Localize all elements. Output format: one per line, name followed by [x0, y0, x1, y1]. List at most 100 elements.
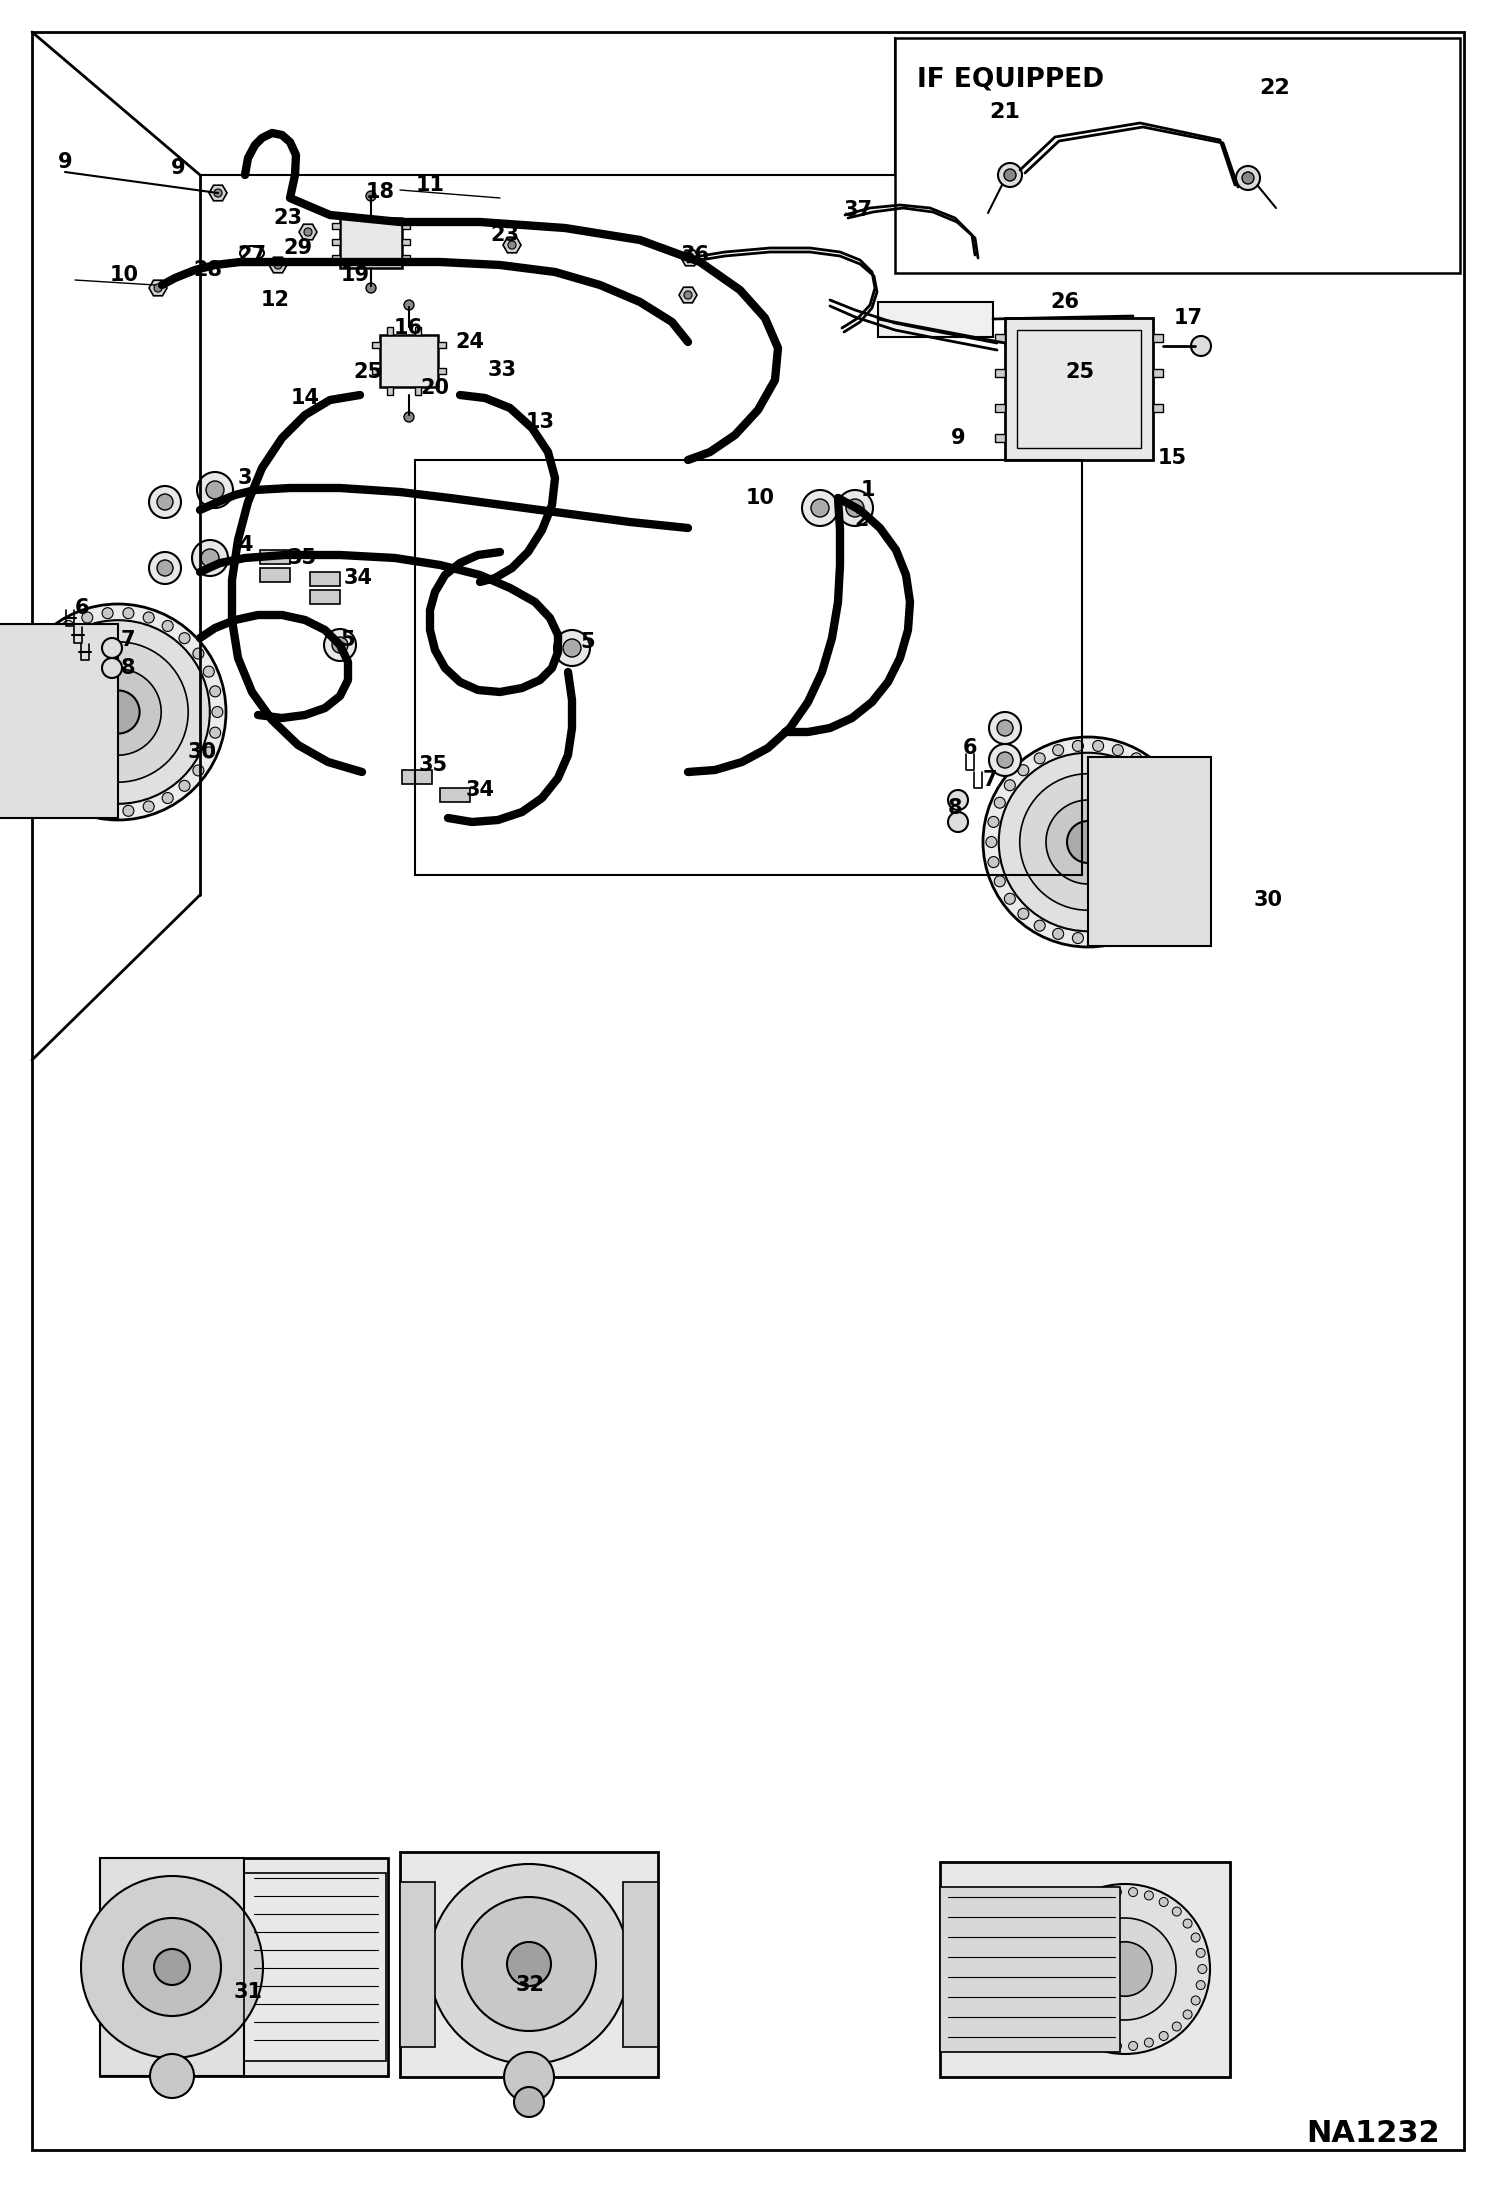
- Text: 32: 32: [515, 1976, 544, 1996]
- Circle shape: [1191, 1932, 1200, 1943]
- Text: 34: 34: [343, 568, 373, 588]
- Bar: [401, 770, 431, 785]
- Circle shape: [1191, 336, 1210, 355]
- Circle shape: [162, 792, 174, 803]
- Circle shape: [1050, 1932, 1059, 1943]
- Text: 9: 9: [951, 428, 965, 447]
- Text: 8: 8: [121, 658, 135, 678]
- Bar: [100, 1857, 388, 2077]
- Circle shape: [1131, 921, 1141, 932]
- Circle shape: [810, 500, 828, 518]
- Circle shape: [983, 737, 1192, 947]
- Text: 6: 6: [75, 599, 90, 618]
- Bar: [1153, 368, 1162, 377]
- Circle shape: [15, 728, 27, 739]
- Circle shape: [1147, 908, 1158, 919]
- Text: 34: 34: [466, 781, 494, 800]
- Circle shape: [10, 603, 226, 820]
- Circle shape: [82, 612, 93, 623]
- Circle shape: [144, 612, 154, 623]
- Circle shape: [148, 487, 181, 518]
- Circle shape: [123, 607, 133, 618]
- Bar: [310, 590, 340, 603]
- Text: 23: 23: [490, 226, 520, 246]
- Circle shape: [1073, 932, 1083, 943]
- Circle shape: [48, 643, 189, 783]
- Circle shape: [1004, 893, 1016, 904]
- Text: 15: 15: [1158, 447, 1186, 467]
- Text: 14: 14: [291, 388, 319, 408]
- Bar: [623, 1882, 658, 2046]
- Text: 19: 19: [340, 265, 370, 285]
- Bar: [400, 1882, 434, 2046]
- Circle shape: [1073, 741, 1083, 752]
- Bar: [415, 327, 421, 336]
- Bar: [878, 303, 993, 338]
- Text: 9: 9: [58, 151, 72, 171]
- Circle shape: [1044, 1947, 1053, 1958]
- Text: 7: 7: [983, 770, 998, 789]
- Bar: [261, 568, 291, 581]
- Circle shape: [1053, 746, 1064, 757]
- Text: 7: 7: [121, 629, 135, 649]
- Bar: [401, 254, 410, 261]
- Circle shape: [102, 805, 114, 816]
- Text: 4: 4: [238, 535, 252, 555]
- Text: NA1232: NA1232: [1306, 2118, 1440, 2147]
- Circle shape: [1097, 1890, 1106, 1899]
- Circle shape: [157, 493, 172, 511]
- Text: 11: 11: [415, 175, 445, 195]
- Circle shape: [31, 765, 43, 776]
- Bar: [894, 37, 1461, 272]
- Circle shape: [1067, 820, 1109, 864]
- Circle shape: [986, 836, 996, 846]
- Circle shape: [22, 667, 33, 678]
- Circle shape: [75, 669, 162, 754]
- Circle shape: [1197, 1980, 1206, 1989]
- Circle shape: [123, 1919, 222, 2015]
- Circle shape: [1159, 1897, 1168, 1906]
- Circle shape: [210, 728, 220, 739]
- Circle shape: [1159, 2031, 1168, 2039]
- Circle shape: [1053, 928, 1064, 939]
- Polygon shape: [503, 237, 521, 252]
- Polygon shape: [679, 287, 697, 303]
- Circle shape: [686, 254, 694, 261]
- Circle shape: [324, 629, 357, 660]
- Circle shape: [15, 686, 27, 697]
- Circle shape: [1113, 1888, 1122, 1897]
- Circle shape: [1177, 857, 1188, 868]
- Circle shape: [999, 752, 1177, 932]
- Circle shape: [1144, 1890, 1153, 1899]
- Circle shape: [25, 621, 210, 805]
- Text: 2: 2: [855, 511, 869, 531]
- Circle shape: [96, 691, 139, 735]
- Text: 12: 12: [261, 289, 289, 309]
- Circle shape: [123, 805, 133, 816]
- Circle shape: [102, 638, 121, 658]
- Circle shape: [214, 189, 222, 197]
- Circle shape: [989, 816, 999, 827]
- Circle shape: [1082, 1897, 1091, 1906]
- Circle shape: [204, 667, 214, 678]
- Bar: [244, 1873, 386, 2061]
- Circle shape: [1034, 921, 1046, 932]
- Circle shape: [162, 621, 174, 632]
- Circle shape: [1017, 908, 1029, 919]
- Circle shape: [1173, 2022, 1182, 2031]
- Circle shape: [1034, 752, 1046, 763]
- Bar: [437, 368, 446, 375]
- Text: 30: 30: [1254, 890, 1282, 910]
- Text: 24: 24: [455, 331, 484, 353]
- Bar: [1153, 333, 1162, 342]
- Circle shape: [46, 781, 57, 792]
- Circle shape: [948, 811, 968, 831]
- Circle shape: [46, 632, 57, 645]
- Bar: [401, 239, 410, 246]
- Circle shape: [837, 489, 873, 526]
- Circle shape: [1068, 2022, 1077, 2031]
- Circle shape: [102, 607, 114, 618]
- Circle shape: [22, 748, 33, 759]
- Text: 9: 9: [171, 158, 186, 178]
- Circle shape: [154, 283, 162, 292]
